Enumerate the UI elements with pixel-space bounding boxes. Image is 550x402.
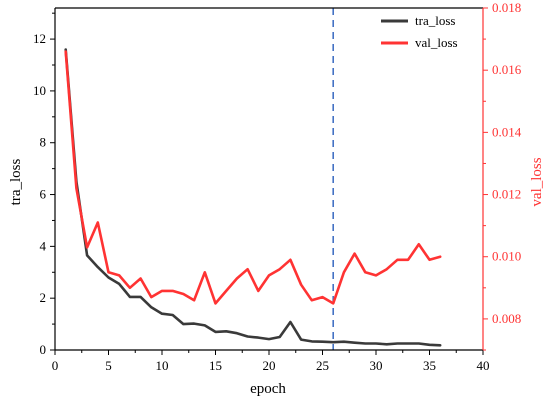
- x-tick-label: 15: [209, 358, 222, 373]
- x-tick-label: 25: [316, 358, 329, 373]
- x-axis-label: epoch: [250, 381, 286, 397]
- y-left-tick-label: 8: [40, 135, 47, 150]
- y-left-tick-label: 2: [40, 290, 47, 305]
- x-tick-label: 10: [156, 358, 169, 373]
- legend: tra_loss val_loss: [381, 13, 458, 50]
- x-tick-label: 0: [52, 358, 59, 373]
- y-right-tick-label: 0.014: [492, 124, 522, 139]
- x-tick-label: 20: [263, 358, 276, 373]
- legend-label-val-loss: val_loss: [415, 35, 458, 50]
- y-right-tick-label: 0.018: [492, 0, 521, 15]
- y-left-tick-label: 10: [33, 83, 46, 98]
- y-right-tick-label: 0.010: [492, 249, 521, 264]
- x-tick-label: 30: [370, 358, 383, 373]
- y-right-tick-label: 0.016: [492, 62, 522, 77]
- y-left-tick-label: 0: [40, 342, 47, 357]
- y-left-tick-label: 12: [33, 31, 46, 46]
- x-tick-label: 35: [423, 358, 436, 373]
- y-axis-left-label: tra_loss: [8, 159, 24, 206]
- series-line-tra-loss: [64, 48, 442, 347]
- y-right-tick-label: 0.008: [492, 311, 521, 326]
- y-right-tick-label: 0.012: [492, 187, 521, 202]
- y-left-tick-label: 4: [40, 238, 47, 253]
- series-line-val-loss: [64, 50, 442, 305]
- x-tick-label: 5: [105, 358, 112, 373]
- x-tick-label: 40: [477, 358, 490, 373]
- legend-label-tra-loss: tra_loss: [415, 13, 455, 28]
- y-axis-right-label: val_loss: [529, 157, 545, 206]
- y-left-tick-label: 6: [40, 187, 47, 202]
